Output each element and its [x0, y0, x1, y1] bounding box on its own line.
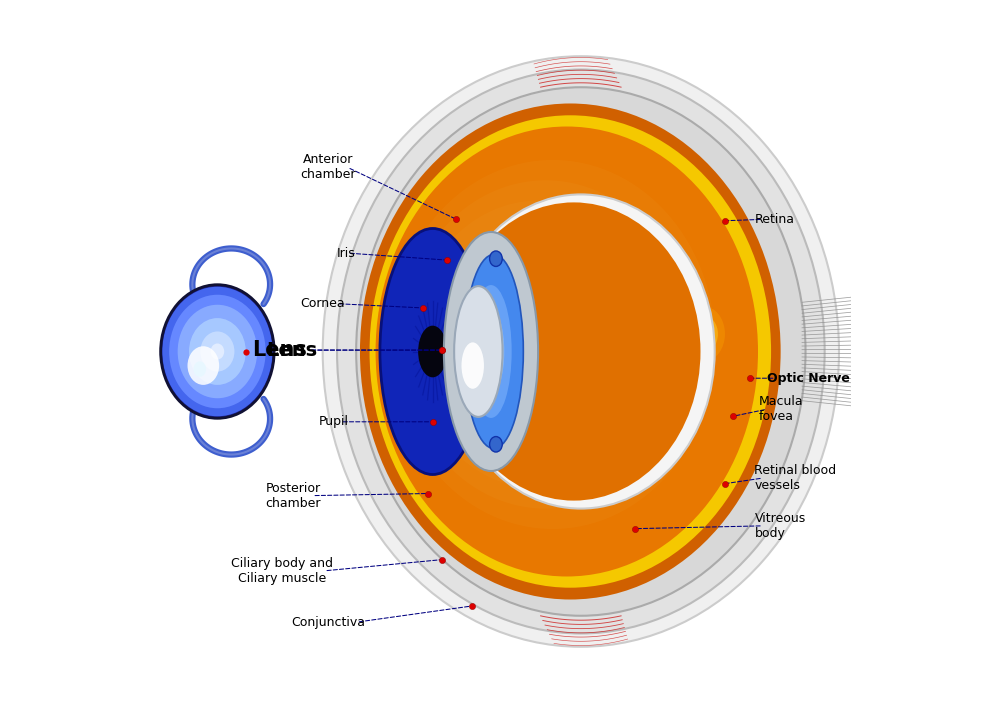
- Ellipse shape: [423, 221, 641, 468]
- Ellipse shape: [376, 127, 758, 576]
- Ellipse shape: [444, 232, 538, 471]
- Ellipse shape: [161, 285, 274, 418]
- Text: Iris: Iris: [337, 247, 356, 259]
- Ellipse shape: [434, 241, 616, 448]
- Ellipse shape: [418, 325, 447, 378]
- Ellipse shape: [444, 262, 591, 427]
- Ellipse shape: [455, 282, 566, 407]
- Text: Anterior
chamber: Anterior chamber: [300, 153, 356, 181]
- Ellipse shape: [690, 316, 718, 352]
- Ellipse shape: [162, 287, 272, 416]
- Ellipse shape: [478, 309, 504, 394]
- Ellipse shape: [178, 305, 257, 398]
- Ellipse shape: [401, 180, 690, 509]
- Ellipse shape: [370, 115, 771, 588]
- Ellipse shape: [188, 347, 219, 385]
- Text: Cornea: Cornea: [301, 297, 345, 310]
- Ellipse shape: [211, 344, 224, 359]
- Ellipse shape: [466, 302, 541, 387]
- Ellipse shape: [356, 87, 806, 616]
- Ellipse shape: [412, 200, 665, 489]
- Text: Retinal blood
vessels: Retinal blood vessels: [754, 464, 837, 492]
- Text: Posterior
chamber: Posterior chamber: [265, 482, 321, 510]
- Ellipse shape: [390, 160, 715, 529]
- Ellipse shape: [695, 323, 713, 345]
- Ellipse shape: [189, 318, 246, 385]
- Ellipse shape: [193, 361, 206, 377]
- Ellipse shape: [462, 342, 484, 389]
- Ellipse shape: [490, 251, 502, 266]
- Ellipse shape: [447, 195, 715, 508]
- Ellipse shape: [683, 307, 725, 361]
- Text: Lens: Lens: [266, 340, 317, 360]
- Ellipse shape: [169, 295, 266, 408]
- Ellipse shape: [337, 70, 825, 633]
- Text: Retina: Retina: [754, 213, 794, 226]
- Ellipse shape: [464, 254, 523, 449]
- Ellipse shape: [470, 285, 512, 418]
- Text: Conjunctiva: Conjunctiva: [291, 616, 365, 628]
- Ellipse shape: [700, 328, 708, 340]
- Text: Lens: Lens: [253, 340, 307, 360]
- Ellipse shape: [490, 437, 502, 452]
- Ellipse shape: [360, 103, 781, 600]
- Ellipse shape: [484, 328, 498, 375]
- Text: Vitreous
body: Vitreous body: [754, 512, 806, 540]
- Ellipse shape: [380, 228, 485, 475]
- Text: Optic Nerve: Optic Nerve: [767, 372, 850, 385]
- Ellipse shape: [454, 286, 503, 417]
- Text: Pupil: Pupil: [319, 415, 349, 428]
- Ellipse shape: [200, 331, 234, 371]
- Ellipse shape: [323, 56, 839, 647]
- Text: Macula
fovea: Macula fovea: [759, 395, 803, 423]
- Ellipse shape: [447, 202, 700, 501]
- Text: Ciliary body and
Ciliary muscle: Ciliary body and Ciliary muscle: [231, 557, 333, 585]
